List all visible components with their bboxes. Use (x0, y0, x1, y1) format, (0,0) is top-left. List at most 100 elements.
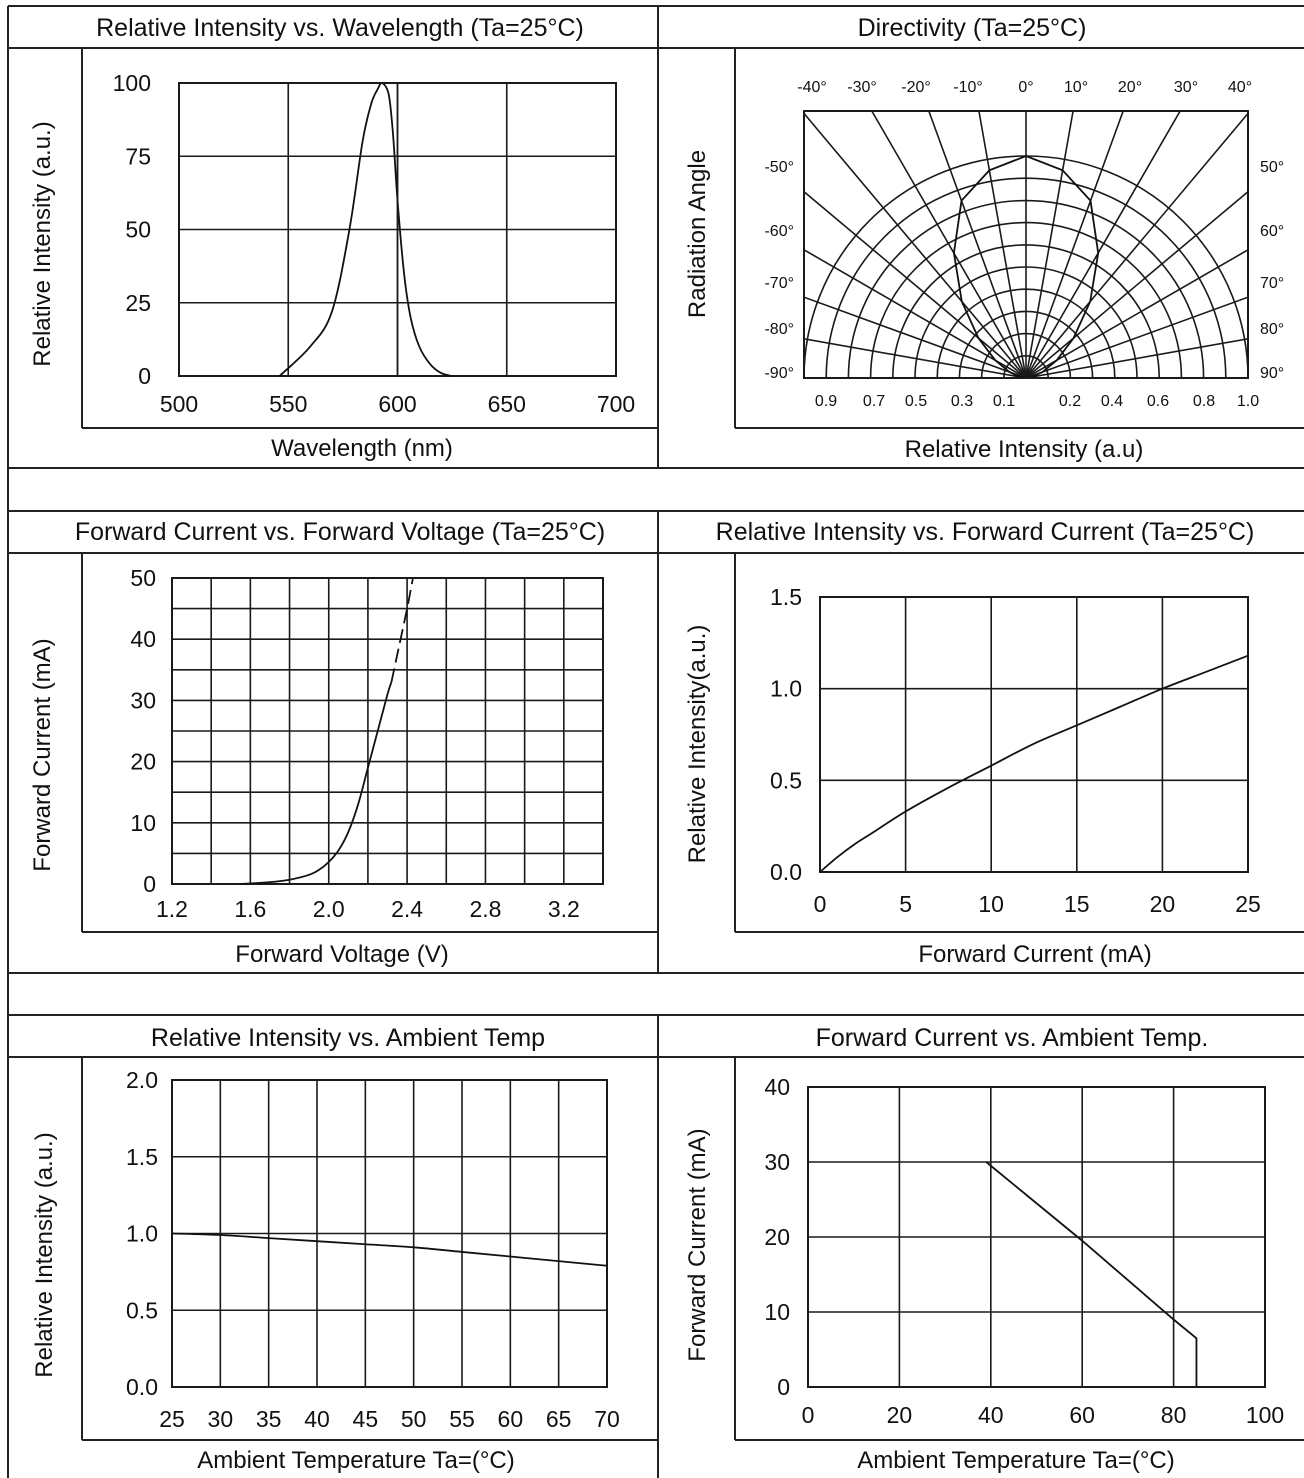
polar-spoke (1025, 338, 1248, 378)
x-tick-label: 80 (1161, 1402, 1187, 1428)
y-tick-label: 0 (138, 363, 151, 389)
y-axis-label: Relative Intensity (a.u.) (29, 121, 56, 366)
polar-spoke (1025, 111, 1074, 378)
chart-title: Relative Intensity vs. Wavelength (Ta=25… (96, 14, 584, 42)
plot-area-border (807, 1086, 1266, 1388)
x-tick-label: 65 (546, 1406, 572, 1432)
x-axis-label: Forward Current (mA) (918, 941, 1151, 968)
x-tick-label: 70 (594, 1406, 620, 1432)
chart-title: Relative Intensity vs. Ambient Temp (151, 1024, 545, 1052)
x-tick-label: 100 (1246, 1402, 1284, 1428)
angle-label-top: 0° (1018, 79, 1033, 96)
y-tick-label: 1.5 (770, 584, 802, 610)
polar-spoke (1025, 111, 1125, 378)
x-tick-label: 5 (899, 891, 912, 917)
series-line-0 (819, 654, 1249, 873)
polar-spoke (804, 190, 1027, 378)
angle-label-right: 80° (1260, 321, 1284, 338)
angle-label-top: 20° (1118, 79, 1142, 96)
y-tick-label: 25 (125, 290, 151, 316)
angle-label-left: -70° (764, 275, 794, 292)
plot-area-border (171, 577, 604, 885)
y-tick-label: 0 (777, 1374, 790, 1400)
x-tick-label: 2.4 (391, 896, 423, 922)
x-tick-label: 0 (802, 1402, 815, 1428)
intensity-label-left: 0.3 (951, 393, 973, 410)
x-tick-label: 600 (378, 391, 416, 417)
intensity-label-right: 0.6 (1147, 393, 1169, 410)
x-tick-label: 550 (269, 391, 307, 417)
x-tick-label: 10 (978, 891, 1004, 917)
x-tick-label: 2.8 (469, 896, 501, 922)
x-tick-label: 20 (887, 1402, 913, 1428)
x-tick-label: 0 (814, 891, 827, 917)
x-tick-label: 700 (597, 391, 635, 417)
polar-spoke (1025, 112, 1248, 378)
x-tick-label: 500 (160, 391, 198, 417)
y-axis-label: Relative Intensity (a.u.) (31, 1132, 58, 1377)
y-tick-label: 2.0 (126, 1067, 158, 1093)
angle-label-top: -10° (953, 79, 983, 96)
polar-spoke (1025, 190, 1248, 378)
chart-panels: Relative Intensity vs. Wavelength (Ta=25… (29, 14, 1284, 1474)
polar-spoke (870, 111, 1027, 378)
chart-title: Forward Current vs. Forward Voltage (Ta=… (75, 518, 605, 546)
polar-spoke (804, 338, 1027, 378)
intensity-label-right: 0.4 (1101, 393, 1123, 410)
angle-label-top: -40° (797, 79, 827, 96)
angle-label-left: -90° (764, 365, 794, 382)
y-axis-label: Forward Current (mA) (684, 1128, 711, 1361)
y-tick-label: 20 (130, 749, 156, 775)
angle-label-left: -60° (764, 223, 794, 240)
panel-frames (7, 5, 1304, 1478)
chart-current_temp: Forward Current vs. Ambient Temp. Ambient… (684, 1024, 1284, 1474)
y-axis-label: Relative Intensity(a.u.) (684, 625, 711, 864)
y-tick-label: 40 (130, 626, 156, 652)
x-tick-label: 1.2 (156, 896, 188, 922)
x-tick-label: 1.6 (234, 896, 266, 922)
x-tick-label: 55 (449, 1406, 475, 1432)
angle-label-top: 40° (1228, 79, 1252, 96)
series-line-0 (240, 681, 393, 885)
angle-label-right: 70° (1260, 275, 1284, 292)
series-line-1 (390, 577, 414, 683)
angle-label-top: -20° (901, 79, 931, 96)
intensity-label-right: 0.2 (1059, 393, 1081, 410)
series-line-0 (278, 81, 453, 377)
y-tick-label: 0.5 (770, 767, 802, 793)
radiation-pattern (952, 155, 1100, 378)
y-axis-label: Forward Current (mA) (29, 638, 56, 871)
y-tick-label: 30 (130, 687, 156, 713)
x-axis-label: Wavelength (nm) (271, 435, 453, 462)
series-line-0 (171, 1232, 608, 1267)
x-tick-label: 60 (1069, 1402, 1095, 1428)
chart-spectrum: Relative Intensity vs. Wavelength (Ta=25… (29, 14, 635, 462)
y-tick-label: 50 (125, 217, 151, 243)
y-tick-label: 0.0 (770, 859, 802, 885)
chart-iv: Forward Current vs. Forward Voltage (Ta=… (29, 518, 605, 968)
x-axis-label: Ambient Temperature Ta=(°C) (857, 1447, 1175, 1474)
y-tick-label: 1.0 (770, 676, 802, 702)
x-tick-label: 50 (401, 1406, 427, 1432)
plot-area-border (819, 596, 1249, 873)
x-axis-label: Relative Intensity (a.u) (905, 436, 1144, 463)
x-tick-label: 15 (1064, 891, 1090, 917)
polar-spoke (978, 111, 1027, 378)
intensity-label-left: 0.9 (815, 393, 837, 410)
x-tick-label: 45 (353, 1406, 379, 1432)
y-tick-label: 10 (764, 1299, 790, 1325)
x-tick-label: 60 (498, 1406, 524, 1432)
y-tick-label: 30 (764, 1149, 790, 1175)
chart-title: Relative Intensity vs. Forward Current (… (716, 518, 1255, 546)
chart-title: Directivity (Ta=25°C) (858, 14, 1087, 42)
y-tick-label: 0.5 (126, 1297, 158, 1323)
x-tick-label: 35 (256, 1406, 282, 1432)
y-tick-label: 0 (143, 871, 156, 897)
y-tick-label: 1.0 (126, 1221, 158, 1247)
angle-label-right: 60° (1260, 223, 1284, 240)
angle-label-top: 30° (1174, 79, 1198, 96)
polar-grid (804, 111, 1248, 378)
y-tick-label: 20 (764, 1224, 790, 1250)
y-tick-label: 10 (130, 810, 156, 836)
